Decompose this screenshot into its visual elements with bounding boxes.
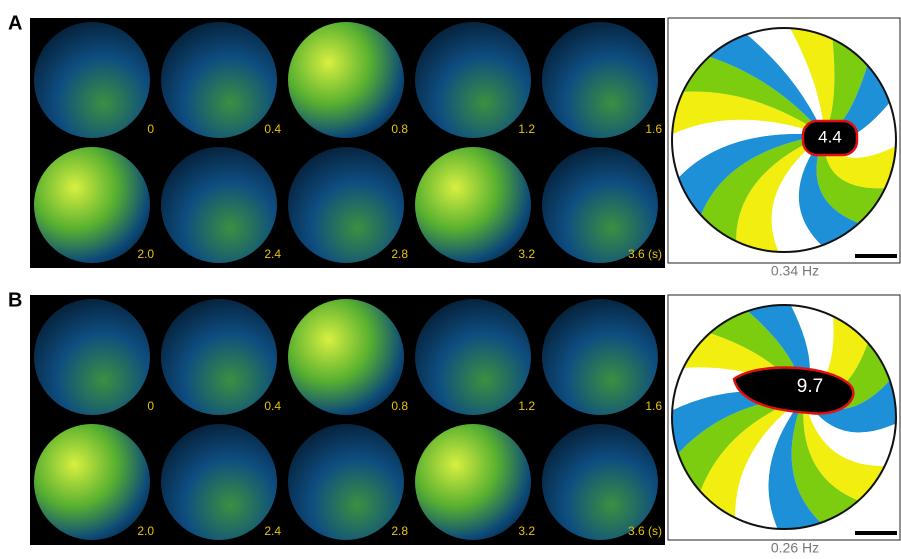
- time-label: 2.4: [264, 524, 281, 538]
- time-label: 3.6 (s): [628, 247, 662, 261]
- frame-image: [34, 22, 150, 138]
- frame-image: [415, 299, 531, 415]
- frame-image: [542, 147, 658, 263]
- frame-image: [161, 22, 277, 138]
- frequency-label: 0.26 Hz: [771, 540, 819, 556]
- time-label: 3.2: [518, 524, 535, 538]
- frame-image: [161, 299, 277, 415]
- frame-image: [542, 424, 658, 540]
- time-label: 1.6: [645, 399, 662, 413]
- frame-image: [161, 147, 277, 263]
- scale-bar: [855, 254, 897, 258]
- time-label: 0: [147, 122, 154, 136]
- frame-image: [415, 147, 531, 263]
- frame-image: [288, 424, 404, 540]
- frame-image: [542, 22, 658, 138]
- time-label: 0.4: [264, 399, 281, 413]
- time-label: 2.4: [264, 247, 281, 261]
- frame-image: [34, 424, 150, 540]
- time-label: 3.2: [518, 247, 535, 261]
- figure: A 0 0.4 0.8 1.2 1.6 2.0 2.4 2.8 3.2 3.6 (s) 4.4 0.34…: [0, 0, 901, 559]
- time-label: 0.4: [264, 122, 281, 136]
- frame-image: [415, 22, 531, 138]
- time-label: 3.6 (s): [628, 524, 662, 538]
- frame-image: [288, 22, 404, 138]
- time-label: 0: [147, 399, 154, 413]
- time-label: 1.2: [518, 399, 535, 413]
- time-label: 0.8: [391, 122, 408, 136]
- frame-image: [161, 424, 277, 540]
- frame-image: [34, 299, 150, 415]
- time-label: 2.8: [391, 524, 408, 538]
- panel-label: A: [8, 12, 22, 34]
- time-label: 2.0: [137, 524, 154, 538]
- time-label: 1.6: [645, 122, 662, 136]
- time-label: 2.0: [137, 247, 154, 261]
- scale-bar: [855, 531, 897, 535]
- core-value: 9.7: [797, 376, 823, 397]
- frame-image: [415, 424, 531, 540]
- time-label: 0.8: [391, 399, 408, 413]
- frame-image: [288, 299, 404, 415]
- frame-image: [34, 147, 150, 263]
- panel-label: B: [8, 289, 22, 311]
- frame-image: [542, 299, 658, 415]
- time-label: 1.2: [518, 122, 535, 136]
- frame-image: [288, 147, 404, 263]
- frequency-label: 0.34 Hz: [771, 263, 819, 279]
- time-label: 2.8: [391, 247, 408, 261]
- core-value: 4.4: [818, 127, 842, 146]
